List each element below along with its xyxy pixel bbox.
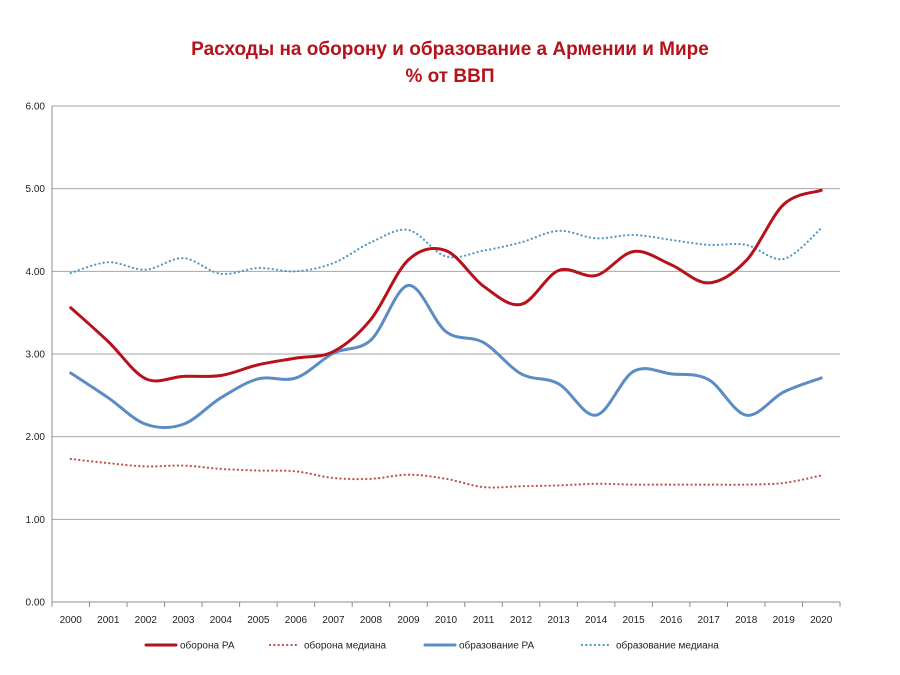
y-tick-label: 1.00 xyxy=(26,515,46,526)
y-tick-label: 3.00 xyxy=(26,350,46,361)
x-tick-label: 2006 xyxy=(285,615,308,626)
x-tick-label: 2007 xyxy=(322,615,345,626)
series-line-2 xyxy=(69,283,823,430)
x-tick-label: 2019 xyxy=(773,615,796,626)
y-tick-label: 2.00 xyxy=(26,432,46,443)
series-line-0 xyxy=(69,188,823,383)
chart-subtitle: % от ВВП xyxy=(405,66,495,87)
x-tick-label: 2016 xyxy=(660,615,683,626)
legend-label: оборона медиана xyxy=(304,640,387,652)
x-tick-label: 2003 xyxy=(172,615,195,626)
axes: 0.00 1.00 2.00 3.00 4.00 5.00 6.00 2000 2001 2002… xyxy=(26,102,841,626)
legend-label: оборона РА xyxy=(180,640,235,652)
series-lines xyxy=(69,188,823,489)
legend-label: образование РА xyxy=(459,640,535,652)
x-tick-label: 2001 xyxy=(97,615,120,626)
series-line-1 xyxy=(69,457,823,489)
x-tick-label: 2005 xyxy=(247,615,270,626)
y-tick-label: 0.00 xyxy=(26,598,46,609)
x-tick-label: 2010 xyxy=(435,615,458,626)
x-tick-label: 2013 xyxy=(547,615,570,626)
legend: оборона РА оборона медиана образование РА о… xyxy=(144,640,719,652)
y-tick-label: 6.00 xyxy=(26,102,46,113)
chart-title: Расходы на оборону и образование а Армен… xyxy=(191,39,709,60)
x-tick-label: 2000 xyxy=(60,615,83,626)
y-tick-label: 5.00 xyxy=(26,184,46,195)
x-tick-label: 2018 xyxy=(735,615,758,626)
x-tick-label: 2017 xyxy=(698,615,721,626)
legend-label: образование медиана xyxy=(616,640,719,652)
y-tick-label: 4.00 xyxy=(26,267,46,278)
x-tick-label: 2002 xyxy=(135,615,158,626)
gridlines xyxy=(52,105,840,520)
series-line-3 xyxy=(69,227,823,276)
x-tick-label: 2015 xyxy=(622,615,645,626)
x-tick-label: 2014 xyxy=(585,615,608,626)
x-tick-label: 2009 xyxy=(397,615,420,626)
x-tick-label: 2011 xyxy=(473,615,495,626)
x-tick-label: 2004 xyxy=(210,615,233,626)
x-tick-label: 2020 xyxy=(810,615,833,626)
x-tick-label: 2008 xyxy=(360,615,383,626)
x-tick-label: 2012 xyxy=(510,615,533,626)
